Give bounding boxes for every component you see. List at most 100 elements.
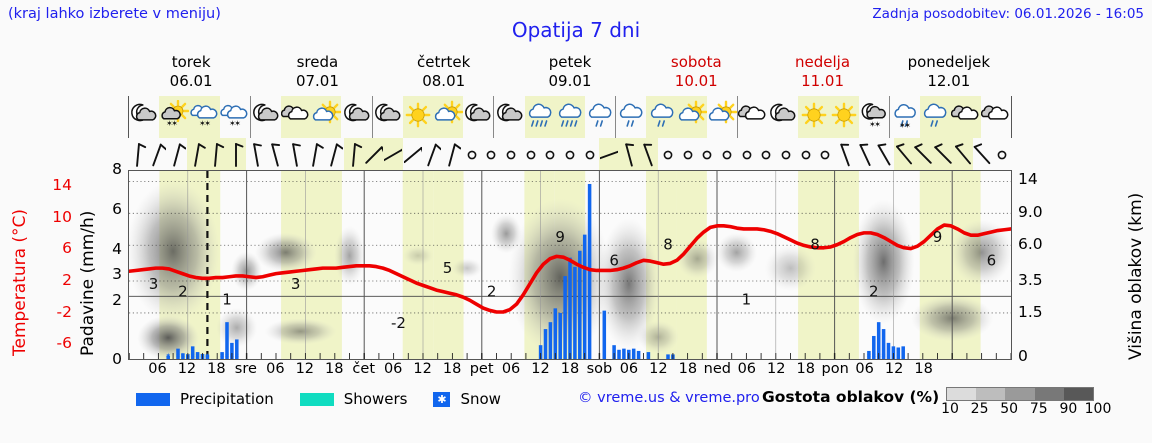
day-date: 12.01: [927, 72, 971, 90]
weather-icon-row: ✶ ✶ ✶ ✶ ✶ ✶ ✶ ✶ ✶ ✶: [128, 96, 1012, 138]
x-tick-06: 06: [855, 361, 874, 377]
x-tick-12: 12: [295, 361, 315, 377]
cloud-height-tick-6.0: 6.0: [1018, 235, 1043, 254]
svg-text:✶: ✶: [904, 121, 911, 130]
precipitation-bar: [235, 339, 239, 359]
precipitation-bar: [225, 322, 229, 359]
day-date: 08.01: [422, 72, 466, 90]
day-header-petek: petek 09.01: [507, 52, 633, 94]
cloud-height-tick-0: 0: [1018, 347, 1028, 366]
wind-barb-icon: [305, 138, 325, 170]
precipitation-bar: [543, 329, 548, 359]
wind-barb-row: [128, 138, 1012, 170]
x-tick-12: 12: [531, 361, 550, 377]
cloud-drizzle-icon: [585, 96, 615, 138]
temperature-tick-6: 6: [62, 239, 72, 258]
day-header-torek: torek 06.01: [128, 52, 254, 94]
precipitation-bar: [205, 354, 210, 359]
svg-text:✶: ✶: [166, 119, 173, 128]
wind-barb-icon: [265, 138, 285, 170]
svg-text:✶: ✶: [195, 352, 200, 360]
temperature-point-label: -2: [391, 314, 406, 332]
last-updated-label: Zadnja posodobitev: 06.01.2026 - 16:05: [872, 6, 1144, 22]
x-tick-pon: pon: [821, 361, 849, 377]
day-date: 10.01: [674, 72, 718, 90]
wind-calm-icon: [796, 138, 816, 170]
precipitation-bar: [558, 312, 562, 359]
temperature-point-label: 9: [555, 228, 565, 246]
day-header-sobota: sobota 10.01: [633, 52, 759, 94]
cloud-density-step: [1005, 388, 1035, 400]
wind-barb-icon: [206, 138, 227, 170]
precipitation-bar: [612, 345, 616, 359]
cloud-rain-icon: [554, 96, 586, 138]
day-name: nedelja: [795, 53, 851, 71]
cloud-snow-icon: ✶ ✶: [220, 96, 250, 138]
showers-swatch: [299, 392, 334, 406]
precipitation-tick-0: 0: [112, 350, 122, 368]
cloud-density-label: Gostota oblakov (%): [762, 388, 940, 406]
day-date: 06.01: [169, 72, 213, 90]
precipitation-tick-3: 3: [112, 265, 122, 284]
moon-cloud-snow-icon: ✶ ✶: [859, 96, 889, 138]
precipitation-bar: [636, 350, 641, 359]
day-header-nedelja: nedelja 11.01: [759, 52, 885, 94]
cloud-density-step: [1063, 388, 1094, 400]
precipitation-bar: [666, 354, 670, 359]
wind-calm-icon: [521, 138, 541, 170]
page-title: Opatija 7 dni: [511, 18, 641, 42]
svg-text:✶: ✶: [165, 352, 170, 360]
cloud-drizzle-icon: [615, 96, 646, 138]
cloud-drizzle-icon: [646, 96, 677, 138]
day-date: 09.01: [548, 72, 592, 90]
cloud-density-scale-numbers: 10 25 50 75 90 100: [938, 401, 1111, 419]
wind-calm-icon: [757, 138, 777, 170]
temperature-line: [129, 223, 1011, 314]
wind-barb-icon: [874, 138, 894, 170]
x-axis-tick-labels: 06 12 18 sre 06 12 18 čet 06 12 18 pet 06 12 18 sob 06 12…: [128, 361, 1012, 383]
precipitation-bar: [876, 322, 881, 359]
cloud-icon: [281, 96, 312, 138]
precipitation-bar: [622, 348, 626, 359]
cloud-density-number-50: 50: [1000, 401, 1019, 417]
location-menu-note[interactable]: (kraj lahko izberete v meniju): [8, 6, 221, 22]
wind-barb-icon: [423, 138, 443, 170]
x-tick-12: 12: [177, 361, 197, 377]
precipitation-swatch: [136, 392, 170, 406]
sun-cloud-icon: [433, 96, 464, 138]
precipitation-bar: [881, 329, 886, 359]
temperature-tick-10: 10: [52, 207, 72, 226]
x-tick-18: 18: [796, 361, 815, 377]
wind-barb-icon: [363, 138, 384, 170]
day-header-četrtek: četrtek 08.01: [381, 52, 507, 94]
x-tick-06: 06: [501, 361, 521, 377]
precipitation-bar: [582, 234, 587, 359]
temperature-point-label: 6: [987, 251, 997, 269]
x-tick-18: 18: [207, 361, 226, 377]
moon-cloud-icon: [371, 96, 403, 138]
legend-snow-label: Snow: [460, 390, 501, 408]
precipitation-tick-6: 6: [112, 199, 122, 218]
svg-text:✶: ✶: [224, 352, 229, 360]
x-tick-pet: pet: [469, 361, 494, 377]
precipitation-bar: [568, 257, 572, 359]
moon-cloud-icon: [768, 96, 798, 138]
day-name: četrtek: [417, 53, 471, 71]
sun-cloud-icon: [676, 96, 707, 138]
moon-cloud-icon: [463, 96, 493, 138]
precipitation-bar: [617, 349, 621, 359]
x-tick-06: 06: [383, 361, 403, 377]
svg-text:✶: ✶: [190, 352, 195, 360]
svg-text:✶: ✶: [881, 352, 886, 360]
precipitation-bar: [553, 308, 558, 359]
precipitation-bar: [867, 350, 871, 359]
svg-text:✶: ✶: [234, 352, 239, 360]
temperature-axis-title: Temperatura (°C): [10, 208, 30, 356]
copyright-link[interactable]: © vreme.us & vreme.pro: [578, 390, 760, 406]
wind-calm-icon: [540, 138, 560, 170]
precipitation-bar: [538, 345, 543, 359]
wind-barb-icon: [442, 138, 462, 170]
legend-snow: ✱ Snow: [433, 390, 501, 408]
svg-text:✶: ✶: [219, 352, 224, 360]
